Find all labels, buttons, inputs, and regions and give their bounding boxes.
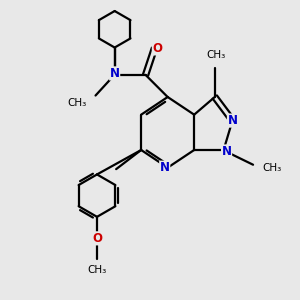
Text: CH₃: CH₃ — [68, 98, 87, 108]
Text: O: O — [152, 42, 162, 55]
Text: O: O — [92, 232, 102, 245]
Text: N: N — [222, 145, 232, 158]
Text: N: N — [110, 67, 120, 80]
Text: CH₃: CH₃ — [87, 265, 106, 275]
Text: N: N — [227, 114, 237, 127]
Text: N: N — [160, 161, 170, 174]
Text: CH₃: CH₃ — [262, 163, 281, 173]
Text: CH₃: CH₃ — [207, 50, 226, 60]
